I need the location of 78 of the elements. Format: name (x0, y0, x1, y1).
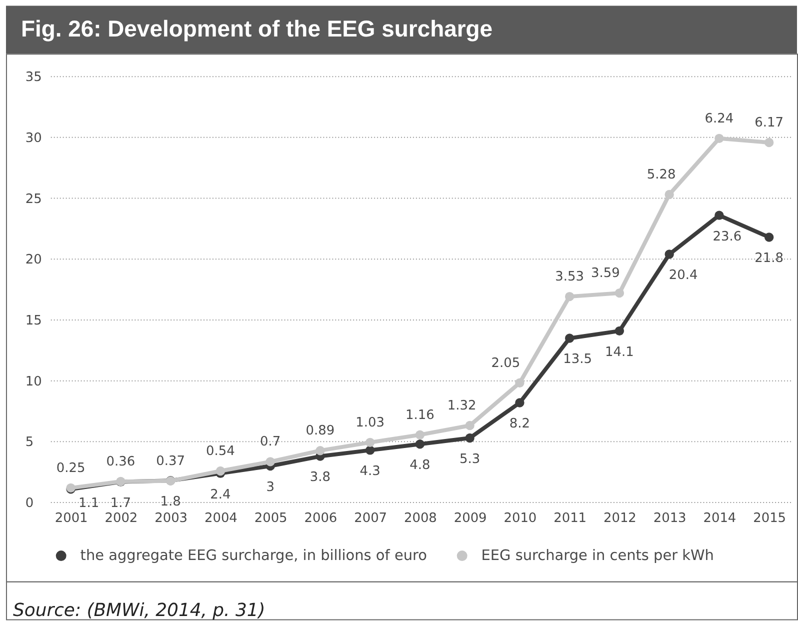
x-tick-label: 2006 (304, 510, 338, 526)
point (515, 398, 524, 408)
point (564, 292, 574, 302)
data-label: 0.36 (106, 454, 136, 470)
point (614, 288, 624, 298)
chart-title: Fig. 26: Development of the EEG surcharge (20, 16, 493, 42)
data-label: 13.5 (563, 352, 592, 368)
data-label: 0.7 (260, 434, 281, 450)
data-label: 2.4 (210, 487, 231, 502)
x-tick-label: 2013 (653, 510, 686, 526)
data-label: 3.53 (555, 270, 584, 285)
x-tick-label: 2009 (454, 510, 487, 526)
point (465, 433, 474, 443)
point (465, 420, 474, 430)
data-label: 1.7 (110, 496, 131, 511)
data-label: 2.05 (491, 356, 520, 371)
point (365, 446, 375, 455)
point (664, 250, 674, 259)
x-tick-label: 2004 (204, 510, 238, 526)
point (664, 190, 674, 200)
data-label: 0.89 (306, 424, 335, 439)
y-tick-label: 25 (25, 192, 42, 207)
data-label: 5.28 (646, 167, 676, 182)
x-tick-label: 2011 (554, 510, 587, 526)
data-label: 1.03 (356, 415, 384, 430)
data-label: 4.8 (410, 458, 430, 474)
data-label: 3.59 (591, 266, 620, 282)
x-tick-label: 2015 (753, 510, 786, 526)
x-tick-label: 2007 (354, 510, 388, 526)
point (614, 326, 624, 336)
data-label: 14.1 (605, 344, 634, 360)
x-tick-label: 2014 (703, 510, 736, 526)
y-tick-label: 0 (25, 496, 34, 512)
point (714, 210, 724, 220)
x-tick-label: 2012 (603, 510, 636, 526)
data-label: 20.4 (668, 268, 698, 284)
data-label: 8.2 (509, 416, 530, 432)
x-tick-label: 2010 (504, 510, 537, 526)
y-tick-label: 15 (25, 313, 42, 328)
point (266, 457, 275, 466)
point (365, 438, 375, 448)
data-label: 1.1 (78, 496, 100, 512)
point (714, 134, 724, 144)
data-label: 1.32 (447, 398, 476, 414)
point (415, 430, 425, 440)
y-tick-label: 10 (25, 374, 42, 390)
data-label: 5.3 (460, 452, 480, 467)
x-tick-label: 2003 (154, 510, 188, 526)
data-label: 6.17 (754, 116, 784, 131)
data-label: 0.25 (56, 460, 86, 476)
legend-label: the aggregate EEG surcharge, in billions of euro (80, 548, 428, 564)
data-label: 0.37 (156, 454, 185, 469)
point (216, 466, 226, 476)
point (415, 440, 425, 449)
source-note: Source: (BMWi, 2014, p. 31) (12, 600, 266, 622)
y-tick-label: 35 (25, 70, 42, 86)
data-label: 0.54 (206, 444, 235, 460)
data-label: 1.16 (406, 408, 434, 423)
y-tick-label: 30 (25, 130, 42, 146)
data-label: 3.8 (310, 470, 330, 486)
point (764, 232, 774, 242)
data-label: 1.8 (160, 494, 181, 510)
data-label: 4.3 (360, 464, 380, 480)
y-tick-label: 5 (25, 435, 34, 450)
data-label: 23.6 (712, 229, 742, 244)
data-label: 6.24 (704, 111, 734, 126)
x-tick-label: 2008 (404, 510, 437, 526)
point (515, 378, 524, 388)
x-tick-label: 2001 (54, 510, 88, 526)
x-tick-label: 2002 (104, 510, 138, 526)
data-label: 21.8 (754, 251, 784, 266)
x-tick-label: 2005 (254, 510, 288, 526)
y-tick-label: 20 (25, 252, 42, 268)
point (764, 138, 774, 148)
point (316, 446, 325, 456)
data-label: 3 (266, 480, 274, 495)
legend-label: EEG surcharge in cents per kWh (481, 548, 714, 564)
point (564, 334, 574, 343)
